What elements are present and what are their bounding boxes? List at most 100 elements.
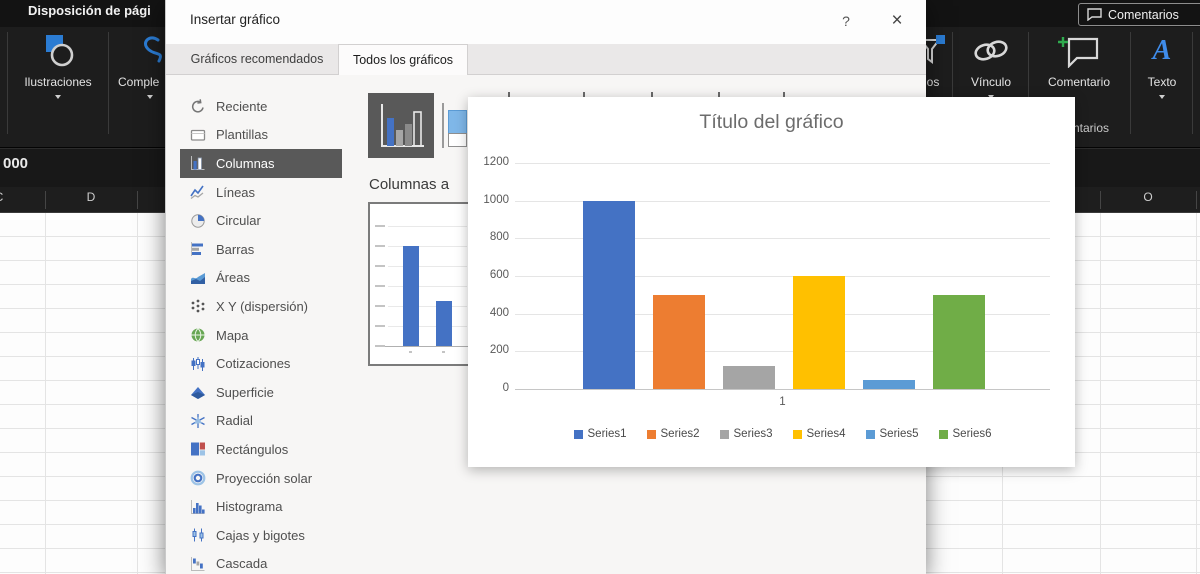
stacked-top-segment (448, 110, 467, 134)
illustrations-button[interactable]: Ilustraciones (12, 30, 104, 99)
list-item-map[interactable]: Mapa (180, 321, 342, 350)
header-divider (1100, 191, 1101, 209)
bar-series4[interactable] (793, 276, 845, 389)
list-item-stock[interactable]: Cotizaciones (180, 349, 342, 378)
illustrations-icon (12, 30, 104, 72)
chart-title: Título del gráfico (699, 111, 844, 133)
mini-gridline (388, 326, 467, 327)
chevron-down-icon (55, 95, 61, 99)
area-chart-icon (191, 272, 205, 284)
mini-bar (436, 301, 452, 346)
chart-type-list: Reciente Plantillas Columnas Líneas Circ… (180, 92, 342, 574)
gridline (515, 351, 1050, 353)
list-item-histogram[interactable]: Histograma (180, 492, 342, 521)
list-item-scatter[interactable]: X Y (dispersión) (180, 292, 342, 321)
mini-gridline (388, 306, 467, 307)
text-button[interactable]: A Texto (1133, 30, 1191, 99)
column-chart-icon (191, 156, 205, 171)
bar-series3[interactable] (723, 366, 775, 389)
clustered-column-icon (381, 103, 424, 147)
chart-preview-popup[interactable]: Título del gráfico 1 Series1 Series2 Serie… (468, 97, 1075, 467)
hidden-thumbnail-top (783, 92, 785, 97)
mini-y-tick (375, 285, 385, 287)
list-item-waterfall[interactable]: Cascada (180, 550, 342, 574)
legend-item: Series3 (719, 428, 773, 440)
list-item-radar[interactable]: Radial (180, 407, 342, 436)
list-item-bars[interactable]: Barras (180, 235, 342, 264)
header-divider (45, 191, 46, 209)
help-button[interactable]: ? (842, 13, 850, 29)
sunburst-chart-icon (190, 470, 206, 486)
templates-icon (190, 129, 206, 141)
name-box-value: 000 (3, 155, 29, 172)
legend-label: Series5 (879, 428, 919, 440)
bar-chart-icon (191, 242, 203, 257)
subtype-stacked-column-thumbnail[interactable] (438, 93, 469, 158)
legend-item: Series1 (573, 428, 627, 440)
list-item-columns[interactable]: Columnas (180, 149, 342, 178)
comments-button-label: Comentarios (1108, 7, 1179, 22)
close-icon[interactable]: × (891, 10, 903, 31)
mini-gridline (388, 286, 467, 287)
bar-series6[interactable] (933, 294, 985, 389)
ribbon-divider (7, 32, 8, 134)
tab-recommended-charts[interactable]: Gráficos recomendados (190, 52, 324, 66)
ribbon-tab-page-layout[interactable]: Disposición de pági (28, 3, 151, 18)
legend-swatch (792, 429, 802, 439)
gridline (515, 276, 1050, 277)
grid-column-line (1100, 213, 1101, 574)
mini-x-tick (442, 351, 445, 353)
ribbon-divider (108, 32, 109, 134)
column-header-c[interactable]: C (0, 190, 12, 204)
dialog-tabstrip: Gráficos recomendados Todos los gráficos (166, 44, 926, 75)
comments-button[interactable]: Comentarios (1078, 3, 1200, 26)
mini-x-tick (409, 351, 412, 353)
x-axis-category-label: 1 (779, 396, 786, 408)
column-header-d[interactable]: D (86, 190, 96, 204)
hidden-thumbnail-top (583, 92, 585, 97)
thumb-axis (442, 103, 444, 148)
list-item-boxwhisker[interactable]: Cajas y bigotes (180, 521, 342, 550)
list-item-recent[interactable]: Reciente (180, 92, 342, 121)
tab-all-charts[interactable]: Todos los gráficos (338, 44, 468, 75)
legend-swatch (865, 429, 875, 439)
ribbon-divider (1130, 32, 1131, 134)
y-axis-tick-label: 200 (489, 344, 509, 357)
mini-chart-preview[interactable] (368, 202, 471, 366)
addins-button[interactable]: Comple (112, 30, 188, 99)
link-button[interactable]: Vínculo (955, 30, 1027, 99)
legend-swatch (646, 429, 656, 439)
header-divider (137, 191, 138, 209)
list-item-areas[interactable]: Áreas (180, 264, 342, 293)
subtype-clustered-column-thumbnail[interactable] (368, 93, 434, 158)
list-item-pie[interactable]: Circular (180, 206, 342, 235)
link-icon (955, 30, 1027, 72)
column-header-o[interactable]: O (1143, 190, 1153, 204)
list-item-treemap[interactable]: Rectángulos (180, 435, 342, 464)
y-axis-tick-label: 400 (489, 306, 509, 319)
list-item-lines[interactable]: Líneas (180, 178, 342, 207)
bar-series1[interactable] (583, 200, 635, 389)
comment-button[interactable]: Comentario (1030, 30, 1128, 89)
bar-series2[interactable] (653, 294, 705, 389)
chart-legend: Series1 Series2 Series3 Series4 Series5 Serie… (508, 428, 1057, 440)
line-chart-icon (190, 185, 204, 200)
stock-chart-icon (191, 356, 205, 371)
list-item-surface[interactable]: Superficie (180, 378, 342, 407)
legend-swatch (938, 429, 948, 439)
scatter-chart-icon (191, 300, 205, 313)
legend-item: Series6 (938, 428, 992, 440)
map-chart-icon (191, 328, 205, 342)
list-item-sunburst[interactable]: Proyección solar (180, 464, 342, 493)
list-item-templates[interactable]: Plantillas (180, 121, 342, 150)
gridline (515, 163, 1050, 164)
legend-label: Series2 (660, 428, 700, 440)
grid-column-line (45, 213, 46, 574)
mini-y-tick (375, 245, 385, 247)
bar-series5[interactable] (863, 379, 915, 389)
gridline (515, 200, 1050, 202)
y-axis-tick-label: 1200 (483, 156, 509, 168)
filters-button[interactable]: os (912, 30, 954, 89)
ribbon-divider (1028, 32, 1029, 134)
